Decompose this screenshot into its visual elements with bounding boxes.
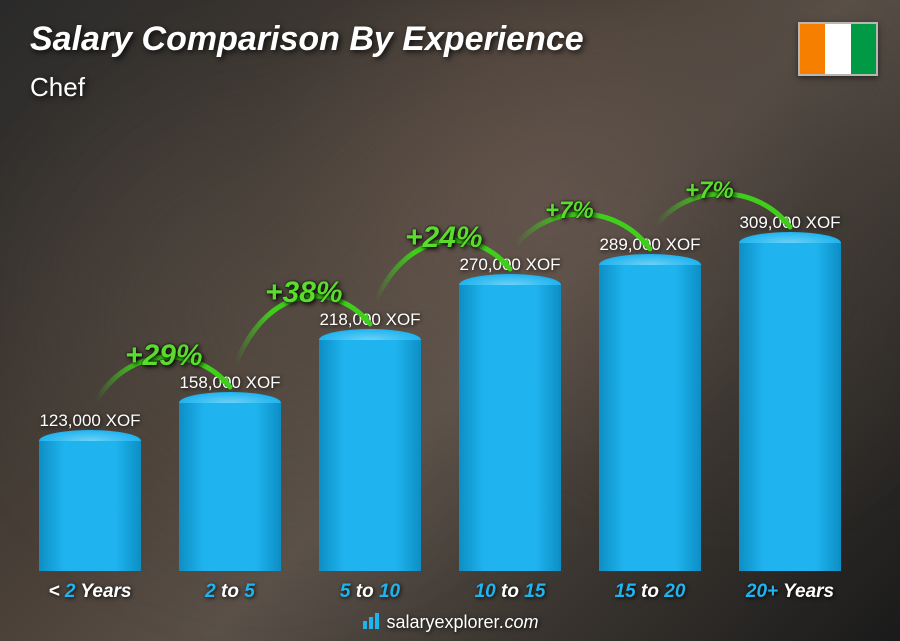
growth-arrow — [0, 0, 900, 641]
pct-change-label: +7% — [685, 177, 734, 205]
footer-brand: salaryexplorer — [386, 612, 499, 632]
logo-icon — [361, 611, 381, 631]
footer-domain: .com — [500, 612, 539, 632]
footer-attribution: salaryexplorer.com — [0, 611, 900, 633]
chart-container: Salary Comparison By Experience Chef Ave… — [0, 0, 900, 641]
